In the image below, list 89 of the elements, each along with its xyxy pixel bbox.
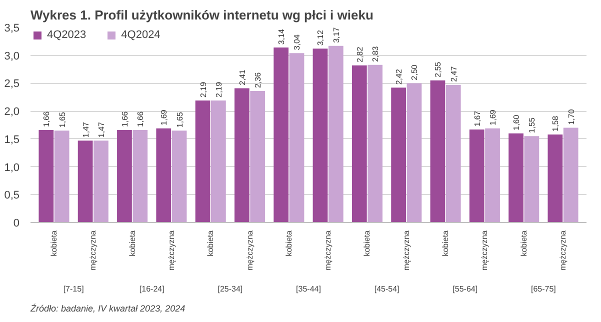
- x-tick-label: kobieta: [284, 230, 294, 256]
- data-label: 1,65: [175, 111, 184, 128]
- y-tick-label: 3,0: [4, 50, 20, 62]
- bar: [508, 133, 524, 222]
- data-label: 2,36: [254, 72, 263, 88]
- bar: [548, 134, 563, 222]
- bar: [391, 88, 406, 222]
- text: [25-34]: [218, 284, 243, 294]
- x-tick-label: mężczyzna: [245, 230, 254, 271]
- bar: [195, 100, 210, 222]
- data-label: 3,04: [292, 34, 302, 50]
- y-tick-label: 3,5: [4, 22, 20, 34]
- bar: [234, 88, 250, 222]
- legend-label: 4Q2023: [47, 29, 86, 41]
- data-label: 1,47: [96, 121, 106, 138]
- data-label: 2,42: [394, 68, 404, 85]
- data-label: 2,83: [371, 46, 380, 62]
- data-label: 3,12: [316, 30, 326, 46]
- data-label: 3,17: [332, 26, 341, 43]
- data-label: 1,47: [81, 121, 90, 138]
- legend-label: 4Q2024: [121, 29, 160, 41]
- y-tick-label: 2,0: [4, 106, 20, 118]
- text: Źródło: badanie, IV kwartał 2023, 2024: [30, 304, 186, 314]
- x-tick-label: kobieta: [128, 230, 137, 256]
- bar: [250, 91, 266, 222]
- bar: [274, 48, 289, 222]
- x-tick-label: kobieta: [49, 230, 58, 256]
- data-label: 2,55: [434, 61, 443, 78]
- x-tick-label: kobieta: [441, 230, 450, 256]
- data-label: 1,66: [120, 110, 130, 128]
- y-tick-label: 0,5: [4, 190, 20, 202]
- text: [16-24]: [139, 284, 164, 294]
- data-label: 1,67: [472, 110, 482, 126]
- bar: [352, 65, 367, 222]
- bar: [78, 140, 93, 222]
- bar: [289, 53, 304, 222]
- chart-title: Wykres 1. Profil użytkowników internetu wg płci i wieku: [30, 8, 374, 22]
- data-label: 1,58: [551, 115, 560, 132]
- bar: [485, 128, 500, 222]
- bar: [94, 140, 108, 222]
- bar: [172, 130, 187, 222]
- x-tick-label: mężczyzna: [88, 230, 98, 271]
- data-label: 1,66: [42, 110, 52, 128]
- bar: [446, 84, 461, 222]
- text: [45-54]: [374, 284, 400, 294]
- bar: [312, 48, 328, 222]
- data-label: 1,66: [136, 110, 146, 128]
- data-label: 1,60: [512, 114, 522, 130]
- data-label: 1,55: [528, 117, 537, 134]
- text: [35-44]: [296, 284, 321, 294]
- text: [55-64]: [452, 284, 478, 294]
- x-tick-label: mężczyzna: [480, 230, 490, 271]
- bar: [524, 136, 540, 222]
- bar: [38, 130, 54, 222]
- data-label: 1,65: [58, 111, 67, 128]
- x-tick-label: mężczyzna: [402, 230, 411, 271]
- x-tick-label: mężczyzna: [324, 230, 333, 271]
- data-label: 1,69: [160, 109, 169, 126]
- bar: [211, 100, 226, 222]
- bar: [469, 129, 484, 222]
- text: [65-75]: [530, 284, 556, 294]
- data-label: 3,14: [277, 28, 286, 45]
- data-label: 1,70: [566, 108, 576, 125]
- data-label: 2,41: [238, 69, 247, 86]
- bar: [132, 130, 148, 222]
- x-tick-label: kobieta: [206, 230, 216, 256]
- bar: [430, 80, 446, 222]
- y-tick-label: 0: [13, 218, 20, 230]
- text: [7-15]: [63, 284, 84, 294]
- bar: [563, 128, 578, 222]
- y-tick-label: 1,0: [4, 162, 20, 174]
- data-label: 2,50: [410, 64, 420, 80]
- y-tick-label: 2,5: [4, 78, 20, 90]
- data-label: 2,19: [198, 81, 208, 98]
- data-label: 1,69: [488, 109, 498, 126]
- x-tick-label: mężczyzna: [558, 230, 568, 271]
- data-label: 2,19: [214, 81, 224, 98]
- x-tick-label: kobieta: [519, 230, 528, 256]
- y-tick-label: 1,5: [4, 134, 20, 146]
- bar: [368, 64, 383, 222]
- bar: [54, 130, 70, 222]
- data-label: 2,47: [449, 66, 458, 82]
- data-label: 2,82: [355, 46, 364, 62]
- x-tick-label: mężczyzna: [166, 230, 176, 271]
- bar: [156, 128, 172, 222]
- bar: [117, 130, 132, 222]
- bar: [328, 46, 344, 222]
- x-tick-label: kobieta: [362, 230, 372, 256]
- bar: [406, 83, 422, 222]
